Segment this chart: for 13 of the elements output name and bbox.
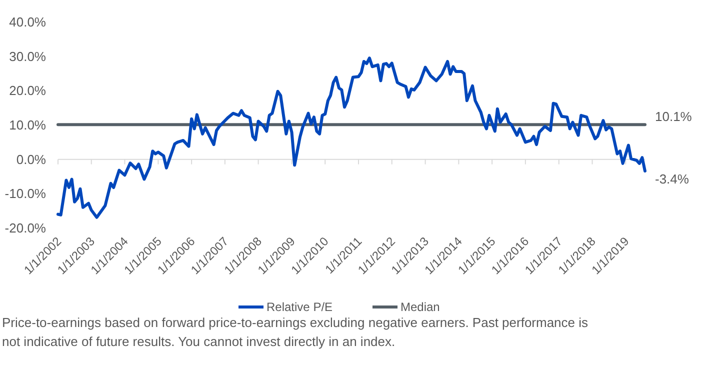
legend-label: Median [400, 300, 440, 314]
line-series [56, 56, 646, 219]
annotation: 10.1% [655, 109, 692, 124]
y-tick-label: -20.0% [4, 220, 46, 236]
y-tick-label: -10.0% [4, 186, 46, 202]
y-tick-label: 40.0% [9, 14, 46, 30]
y-tick-label: 20.0% [9, 83, 46, 98]
legend-label: Relative P/E [266, 300, 333, 314]
y-tick-label: 30.0% [9, 48, 46, 64]
y-tick-label: 10.0% [9, 118, 46, 133]
y-tick-label: 0.0% [16, 152, 46, 167]
text: Price-to-earnings based on forward price-to-earnings excluding negative earners. Past performance is not indicative of future results. You cannot invest directly in an index. [2, 315, 589, 349]
annotation: -3.4% [655, 172, 690, 187]
